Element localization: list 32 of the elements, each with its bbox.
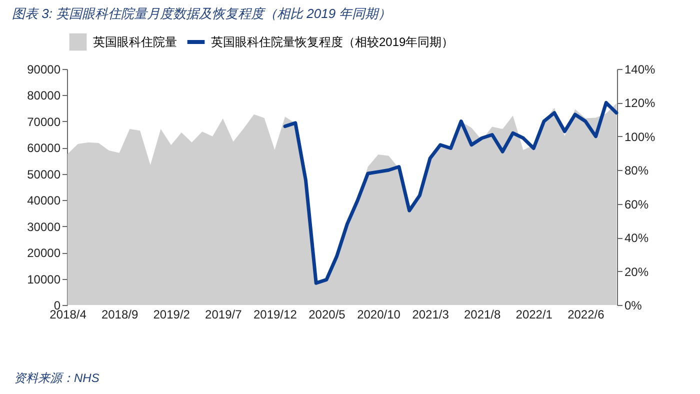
y2-tick-label: 80% (624, 164, 649, 178)
y2-tick-label: 140% (624, 62, 656, 76)
y-tick-label: 80000 (27, 88, 61, 103)
y-tick-label: 70000 (27, 114, 61, 129)
y2-tick-label: 20% (624, 264, 649, 279)
y2-tick-label: 0% (624, 298, 642, 312)
y-tick-label: 50000 (27, 167, 61, 182)
x-tick-label: 2019/12 (253, 308, 298, 322)
y2-tick-label: 100% (624, 130, 656, 144)
line-series (283, 100, 618, 285)
chart-title: 图表 3: 英国眼科住院量月度数据及恢复程度（相比 2019 年同期） (12, 6, 392, 21)
y-tick-label: 20000 (27, 246, 61, 260)
x-tick-label: 2022/6 (568, 308, 605, 322)
x-tick-label: 2020/10 (357, 308, 401, 322)
y-tick-label: 60000 (27, 141, 61, 156)
y-tick-label: 10000 (27, 272, 61, 286)
x-tick-label: 2020/5 (308, 308, 346, 322)
x-tick-label: 2021/8 (464, 308, 502, 322)
legend-label: 英国眼科住院量 (93, 35, 177, 49)
text: 资料来源：NHS (14, 370, 100, 387)
y2-tick-label: 60% (624, 197, 649, 212)
x-tick-label: 2019/2 (153, 308, 190, 322)
y2-tick-label: 40% (624, 231, 649, 246)
x-tick-label: 2019/7 (205, 308, 242, 322)
y-tick-label: 90000 (27, 62, 61, 76)
x-tick-label: 2018/9 (101, 308, 138, 322)
x-tick-label: 2022/1 (516, 308, 553, 322)
x-tick-label: 2021/3 (412, 308, 450, 322)
y-tick-label: 40000 (27, 194, 61, 208)
y2-tick-label: 120% (624, 96, 656, 110)
y-tick-label: 30000 (27, 220, 61, 234)
legend-label: 英国眼科住院量恢复程度（相较2019年同期） (211, 35, 454, 49)
